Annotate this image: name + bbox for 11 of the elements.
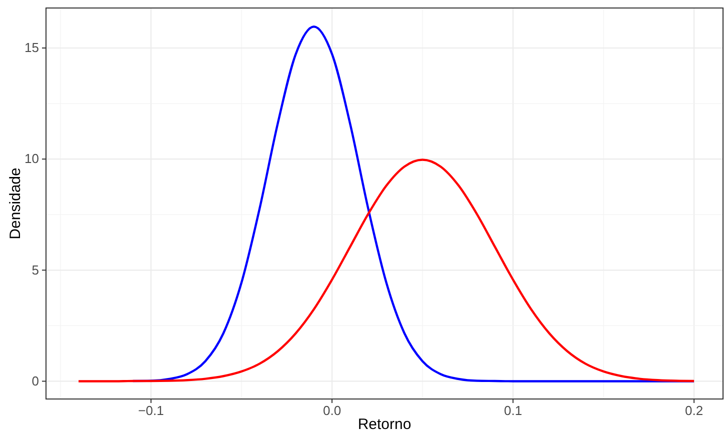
- x-tick-label: 0.2: [685, 403, 704, 418]
- x-tick-label: 0.1: [504, 403, 522, 418]
- line-series: [77, 158, 696, 382]
- y-tick-label: 0: [32, 373, 39, 388]
- y-tick-label: 5: [32, 262, 39, 278]
- y-tick-label: 15: [24, 40, 39, 56]
- y-axis-title: Densidade: [7, 168, 24, 240]
- x-tick-label: 0.0: [322, 403, 342, 418]
- x-tick-label: −0.1: [138, 403, 164, 418]
- x-axis-title: Retorno: [358, 416, 412, 433]
- y-tick-label: 10: [24, 151, 39, 166]
